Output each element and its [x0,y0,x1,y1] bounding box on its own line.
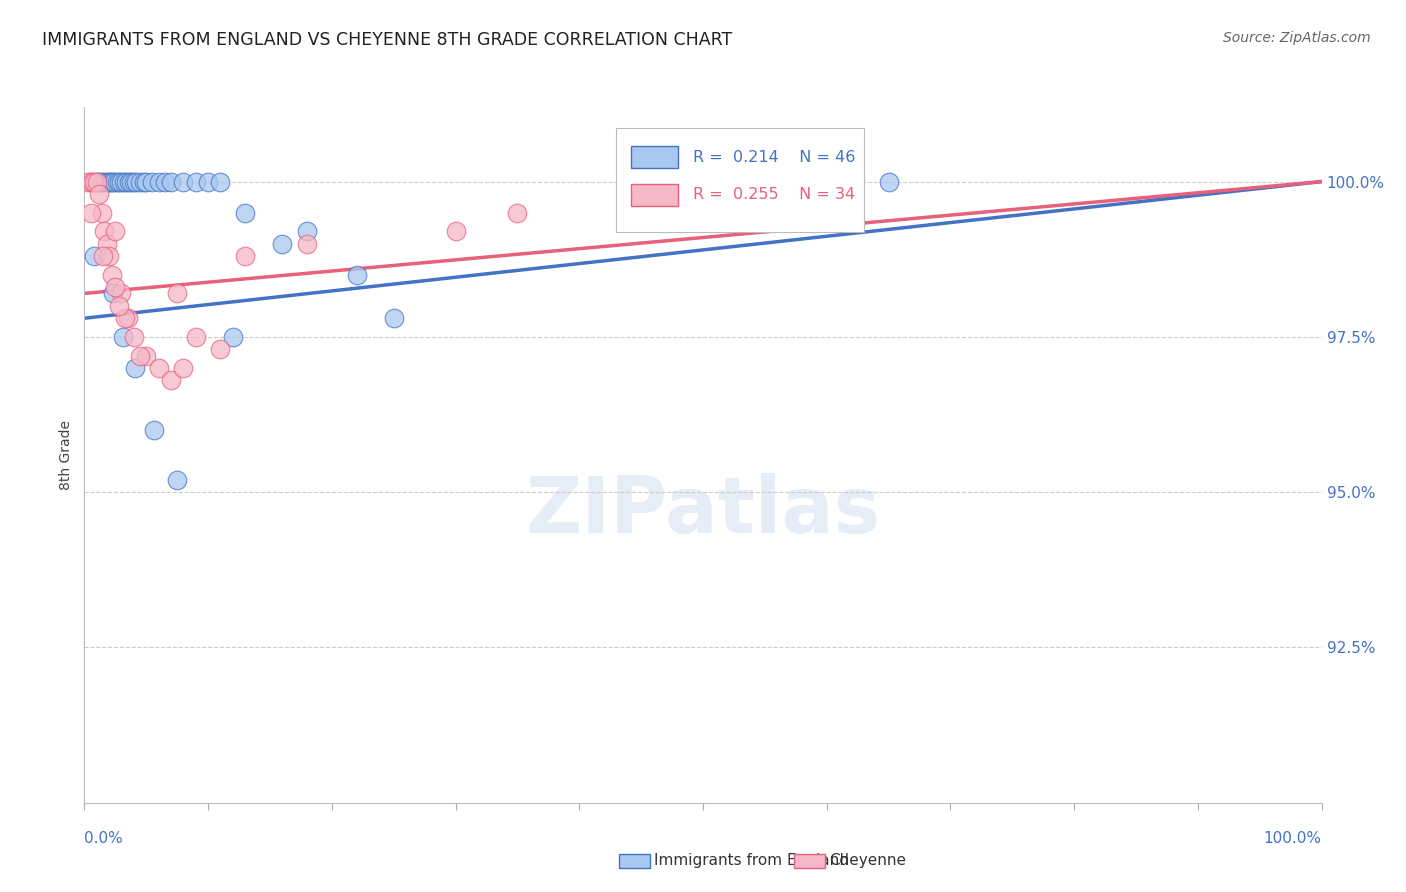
Point [91,249,114,263]
Point [90,175,112,189]
Point [93,175,115,189]
Text: Source: ZipAtlas.com: Source: ZipAtlas.com [1223,31,1371,45]
Point [815,175,838,189]
Point [79,175,101,189]
Point [96,236,118,251]
Point [120,175,142,189]
Point [100,268,122,282]
Point [108,299,131,313]
Point [382,311,405,326]
Point [110,286,132,301]
Point [96,175,118,189]
Point [160,373,183,387]
Point [122,175,145,189]
Point [112,175,135,189]
Text: ZIPatlas: ZIPatlas [526,473,880,549]
Point [233,249,256,263]
Point [692,175,714,189]
Point [271,236,294,251]
Point [125,175,148,189]
Point [877,175,900,189]
Point [80,175,103,189]
Point [135,349,157,363]
Point [346,268,368,282]
Point [90,205,112,219]
Point [233,205,256,219]
Point [166,473,188,487]
Point [129,175,152,189]
Point [83,175,105,189]
Point [148,361,170,376]
Point [172,175,194,189]
Point [118,175,141,189]
Point [153,175,176,189]
Point [135,175,157,189]
Point [129,349,152,363]
Point [98,249,121,263]
Point [630,175,652,189]
Text: 0.0%: 0.0% [84,830,124,846]
Point [124,361,146,376]
Text: IMMIGRANTS FROM ENGLAND VS CHEYENNE 8TH GRADE CORRELATION CHART: IMMIGRANTS FROM ENGLAND VS CHEYENNE 8TH … [42,31,733,49]
Point [117,311,139,326]
Point [103,175,125,189]
Point [100,175,122,189]
Y-axis label: 8th Grade: 8th Grade [59,420,73,490]
Point [209,343,232,357]
Point [89,175,111,189]
Text: Cheyenne: Cheyenne [830,854,907,868]
Point [98,175,121,189]
Point [101,286,124,301]
Text: Immigrants from England: Immigrants from England [654,854,849,868]
Point [108,175,131,189]
Point [148,175,170,189]
Point [110,175,132,189]
Text: R =  0.255    N = 34: R = 0.255 N = 34 [693,187,855,202]
Point [692,175,714,189]
Point [93,224,115,238]
Point [86,175,108,189]
Point [815,175,838,189]
Point [172,361,194,376]
Point [111,330,134,344]
Point [295,236,318,251]
Point [122,330,145,344]
Point [197,175,219,189]
FancyBboxPatch shape [616,128,863,232]
Point [115,175,138,189]
Point [222,330,245,344]
Point [104,280,127,294]
Point [141,175,163,189]
Point [89,187,111,202]
Point [98,175,121,189]
Text: 100.0%: 100.0% [1264,830,1322,846]
FancyBboxPatch shape [631,146,678,169]
Point [77,175,100,189]
Point [83,249,105,263]
Point [444,224,467,238]
Point [132,175,155,189]
Point [79,205,101,219]
Point [506,205,529,219]
Point [209,175,232,189]
Text: R =  0.214    N = 46: R = 0.214 N = 46 [693,150,855,165]
Point [160,175,183,189]
Point [295,224,318,238]
Point [184,175,207,189]
FancyBboxPatch shape [631,184,678,206]
Point [105,175,128,189]
Point [114,311,136,326]
Point [86,175,108,189]
Point [754,175,776,189]
Point [104,224,127,238]
Point [184,330,207,344]
Point [142,423,165,437]
Point [166,286,188,301]
